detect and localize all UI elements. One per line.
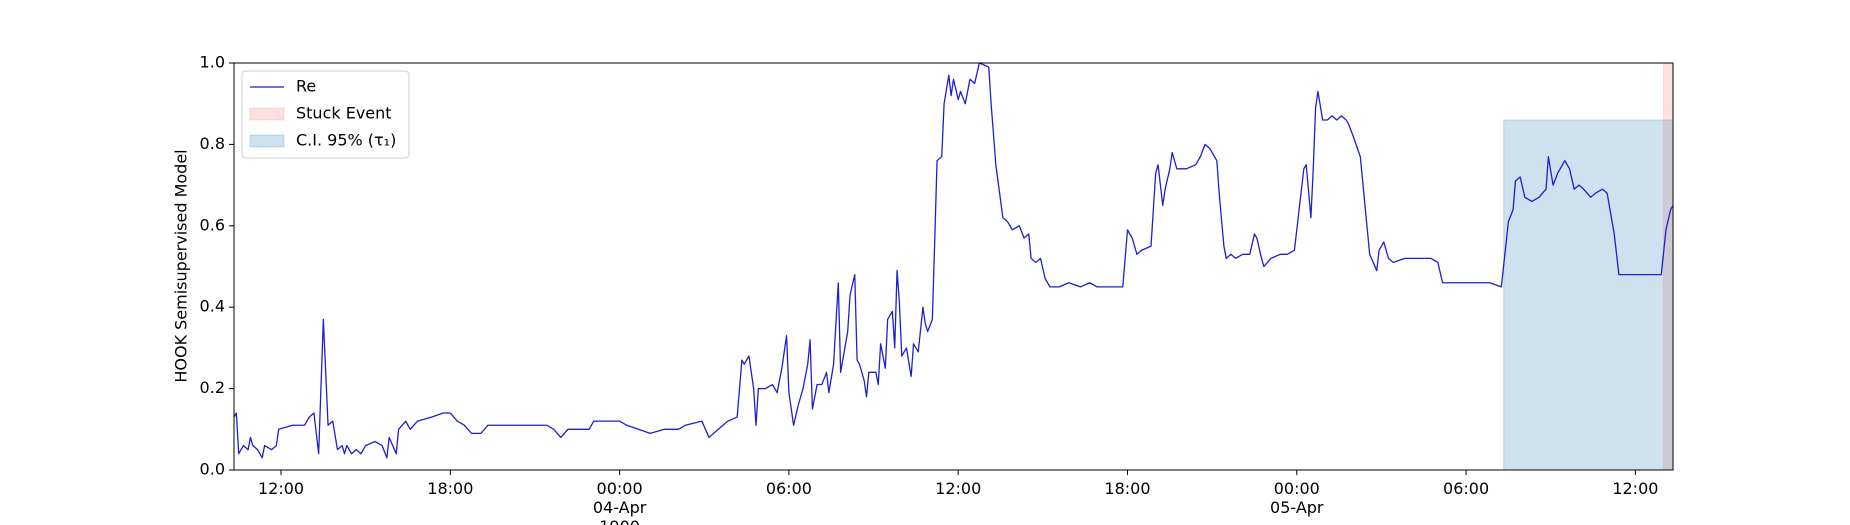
x-tick-label: 00:00 05-Apr (1270, 479, 1324, 517)
y-axis-label: HOOK Semisupervised Model (172, 149, 191, 382)
x-tick-label: 00:00 04-Apr 1900 (592, 479, 647, 525)
legend-label: C.I. 95% (τ₁) (296, 131, 396, 150)
y-tick-label: 0.8 (200, 134, 225, 153)
y-tick-label: 0.2 (200, 378, 225, 397)
y-tick-label: 1.0 (200, 53, 225, 72)
legend-patch (249, 134, 285, 148)
x-tick-label: 12:00 (257, 479, 305, 498)
y-tick-label: 0.0 (200, 460, 225, 479)
plot-frame (233, 62, 1674, 471)
data-line (233, 62, 1674, 459)
x-tick-label: 12:00 (935, 479, 982, 498)
x-tick-label: 06:00 (765, 479, 812, 498)
x-tick-label: 12:00 (1612, 479, 1659, 498)
legend-label: Re (296, 77, 316, 96)
legend-box (241, 70, 410, 159)
x-tick-label: 18:00 (1104, 479, 1151, 498)
legend-label: Stuck Event (296, 104, 392, 123)
legend: Re Stuck Event C.I. 95% (τ₁) (241, 70, 410, 159)
x-tick-label: 06:00 (1443, 479, 1490, 498)
y-tick-label: 0.6 (200, 215, 225, 234)
x-tick-label: 18:00 (427, 479, 474, 498)
interval-span (1503, 119, 1674, 471)
y-tick-label: 0.4 (200, 297, 225, 316)
legend-patch (249, 107, 285, 121)
